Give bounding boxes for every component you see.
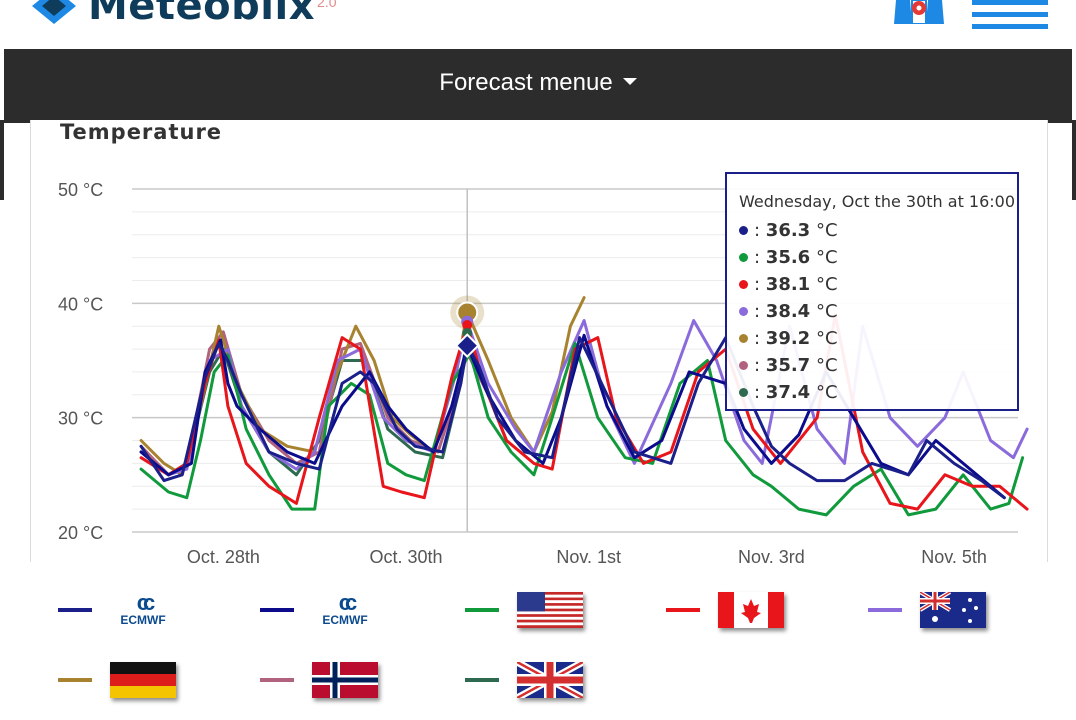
flag-germany-icon [110,662,176,698]
tooltip-row-norway: : 35.7 °C [739,353,838,379]
tooltip-separator: : [754,301,766,322]
series-color-dot [739,226,748,235]
y-tick-label: 30 °C [58,409,103,429]
legend-line [260,608,294,612]
flag-usa-icon [517,592,583,628]
series-color-dot [739,307,748,316]
chart-title: Temperature [60,120,223,144]
x-tick-label: Oct. 30th [369,547,442,567]
tooltip-separator: : [754,274,766,295]
legend-line [260,678,294,682]
map-pin-icon[interactable] [894,0,944,24]
tooltip-value: 39.2 [765,328,811,349]
flag-canada-icon [718,592,784,628]
ecmwf-label: ECMWF [120,613,166,627]
tooltip-unit: °C [810,382,838,403]
left-edge-bar [0,120,4,200]
legend-item-norway[interactable] [260,655,378,705]
tooltip-unit: °C [810,220,838,241]
series-line-usa [139,341,1025,517]
series-line-ecmwf_hres [139,336,1006,500]
x-tick-label: Nov. 5th [921,547,987,567]
logo-icon [32,0,76,24]
tooltip-header: Wednesday, Oct the 30th at 16:00 [739,192,1016,211]
series-color-dot [739,361,748,370]
right-edge-bar [1072,120,1076,200]
y-tick-label: 40 °C [58,294,103,314]
tooltip-value: 35.7 [765,355,811,376]
legend-item-germany[interactable] [58,655,176,705]
forecast-menu-label: Forecast menue [439,69,613,96]
tooltip-separator: : [754,247,766,268]
caret-down-icon [622,78,637,86]
legend-item-ecmwf_hres[interactable]: cc ECMWF [58,585,176,635]
tooltip-separator: : [754,355,766,376]
tooltip-row-ecmwf_hres: : 36.3 °C [739,218,838,244]
x-tick-label: Nov. 3rd [738,547,805,567]
y-tick-label: 50 °C [58,180,103,200]
tooltip-unit: °C [810,301,838,322]
hamburger-line [972,24,1048,29]
legend-line [58,608,92,612]
series-color-dot [739,280,748,289]
series-color-dot [739,253,748,262]
ecmwf-mark: cc [136,590,156,615]
legend-item-canada[interactable] [666,585,784,635]
tooltip-unit: °C [810,247,838,268]
tooltip-unit: °C [810,328,838,349]
tooltip-separator: : [754,328,766,349]
flag-norway-icon [312,662,378,698]
logo-version: 2.0 [317,0,337,10]
tooltip-separator: : [754,382,766,403]
tooltip-value: 37.4 [765,382,811,403]
hamburger-menu-button[interactable] [972,0,1048,30]
series-color-dot [739,388,748,397]
legend-item-australia[interactable] [868,585,986,635]
ecmwf-mark: cc [338,590,358,615]
tooltip-value: 38.4 [765,301,811,322]
x-tick-label: Nov. 1st [556,547,621,567]
ecmwf-logo-icon: cc ECMWF [312,588,378,632]
legend-line [465,608,499,612]
logo-text: Meteoblix [88,0,316,29]
legend-line [666,608,700,612]
tooltip-value: 38.1 [765,274,811,295]
legend-line [58,678,92,682]
legend-item-usa[interactable] [465,585,583,635]
hamburger-icon [972,0,1048,5]
tooltip-unit: °C [810,274,838,295]
chart-tooltip: Wednesday, Oct the 30th at 16:00 : 36.3 … [725,172,1019,411]
tooltip-row-australia: : 38.4 °C [739,299,838,325]
flag-australia-icon [920,592,986,628]
hamburger-line [972,12,1048,17]
chart-legend: cc ECMWF cc ECMWF [0,585,1076,715]
ecmwf-logo-icon: cc ECMWF [110,588,176,632]
tooltip-row-germany: : 39.2 °C [739,326,838,352]
x-tick-label: Oct. 28th [187,547,260,567]
hover-marker-ecmwf [454,333,480,359]
series-color-dot [739,334,748,343]
tooltip-value: 35.6 [765,247,811,268]
tooltip-row-canada: : 38.1 °C [739,272,838,298]
y-tick-label: 20 °C [58,523,103,543]
logo[interactable]: Meteoblix 2.0 [28,0,337,32]
tooltip-unit: °C [810,355,838,376]
forecast-menu-toggle[interactable]: Forecast menue [4,69,1072,97]
legend-line [465,678,499,682]
hover-marker-uk [462,328,473,339]
top-header: Meteoblix 2.0 [0,0,1076,48]
ecmwf-label: ECMWF [322,613,368,627]
legend-line [868,608,902,612]
legend-item-ecmwf_ens[interactable]: cc ECMWF [260,585,378,635]
tooltip-value: 36.3 [765,220,811,241]
legend-item-uk[interactable] [465,655,583,705]
tooltip-separator: : [754,220,766,241]
flag-uk-icon [517,662,583,698]
tooltip-row-usa: : 35.6 °C [739,245,838,271]
hover-marker-canada [462,320,473,331]
tooltip-row-uk: : 37.4 °C [739,380,838,406]
